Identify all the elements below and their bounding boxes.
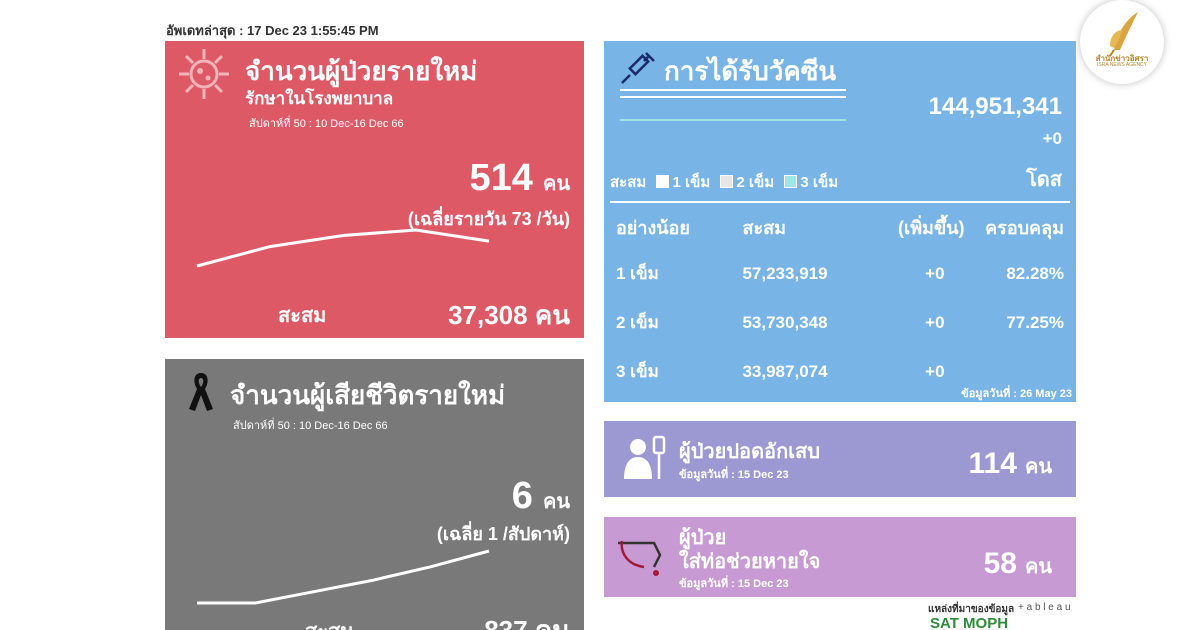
new-cases-title: จำนวนผู้ป่วยรายใหม่ [245, 56, 478, 86]
syringe-icon [621, 52, 655, 84]
new-deaths-trend-line [197, 549, 490, 605]
legend-swatch-dose2 [720, 175, 734, 188]
tableau-logo[interactable]: + a b l e a u [1018, 602, 1071, 613]
pneumonia-count: 114 คน [969, 447, 1052, 482]
new-cases-cumulative-label: สะสม [278, 305, 327, 327]
vaccination-divider [610, 201, 1070, 203]
new-cases-average: (เฉลี่ยรายวัน 73 /วัน) [407, 209, 570, 229]
ventilator-number: 58 [983, 547, 1017, 580]
table-row: 1 เข็ม 57,233,919 +0 82.28% [614, 252, 1066, 301]
row-increase: +0 [925, 263, 945, 283]
row-cumulative: 33,987,074 [742, 361, 828, 381]
dose3-bar [620, 119, 846, 121]
pneumonia-title: ผู้ป่วยปอดอักเสบ [679, 441, 820, 463]
legend-dose2: 2 เข็ม [736, 174, 775, 191]
new-cases-panel: จำนวนผู้ป่วยรายใหม่ รักษาในโรงพยาบาล สัป… [165, 41, 584, 338]
new-deaths-panel: จำนวนผู้เสียชีวิตรายใหม่ สัปดาห์ที่ 50 :… [165, 359, 584, 630]
row-dose: 3 เข็ม [616, 362, 659, 381]
new-deaths-cumulative: 837 คน [484, 615, 570, 630]
row-dose: 2 เข็ม [616, 313, 659, 332]
table-header-row: อย่างน้อย สะสม (เพิ่มขึ้น) ครอบคลุม [614, 211, 1066, 252]
new-deaths-unit: คน [542, 491, 570, 513]
row-coverage: 82.28% [1006, 263, 1064, 283]
dose1-bar [620, 89, 846, 91]
virus-icon [179, 49, 229, 99]
sat-moph-logo[interactable]: SAT MOPH [930, 615, 1090, 630]
ventilator-unit: คน [1024, 556, 1052, 578]
new-cases-trend-line [196, 228, 490, 268]
vaccination-table: อย่างน้อย สะสม (เพิ่มขึ้น) ครอบคลุม 1 เข… [614, 211, 1066, 399]
ventilator-panel: ผู้ป่วย ใส่ท่อช่วยหายใจ ข้อมูลวันที่ : 1… [604, 517, 1076, 597]
legend-dose1: 1 เข็ม [672, 174, 711, 191]
intubation-icon [618, 540, 662, 576]
row-cumulative: 57,233,919 [742, 263, 828, 283]
header-at-least: อย่างน้อย [616, 218, 690, 238]
row-increase: +0 [925, 361, 945, 381]
new-cases-number: 514 [469, 157, 533, 199]
new-cases-subtitle: รักษาในโรงพยาบาล [245, 89, 394, 108]
vaccination-dose-unit: โดส [1026, 169, 1062, 191]
row-cumulative: 53,730,348 [742, 312, 828, 332]
deaths-trend-polyline [197, 549, 490, 605]
legend-label: สะสม [610, 174, 647, 191]
vaccination-legend: สะสม 1 เข็ม 2 เข็ม 3 เข็ม [610, 170, 838, 194]
legend-swatch-dose3 [784, 175, 798, 188]
pneumonia-panel: ผู้ป่วยปอดอักเสบ ข้อมูลวันที่ : 15 Dec 2… [604, 421, 1076, 497]
vaccination-panel: การได้รับวัคซีน 144,951,341 +0 โดส สะสม … [604, 41, 1076, 402]
pneumonia-data-date: ข้อมูลวันที่ : 15 Dec 23 [679, 469, 789, 481]
header-cumulative: สะสม [742, 218, 786, 238]
new-cases-cumulative: 37,308 คน [448, 300, 570, 330]
cases-trend-polyline [196, 228, 490, 268]
new-cases-week: สัปดาห์ที่ 50 : 10 Dec-16 Dec 66 [249, 118, 404, 130]
new-cases-unit: คน [542, 173, 570, 195]
vaccination-total: 144,951,341 [928, 93, 1062, 120]
row-coverage: 77.25% [1006, 312, 1064, 332]
new-cases-count: 514 คน [470, 157, 570, 200]
vaccination-data-date: ข้อมูลวันที่ : 26 May 23 [961, 388, 1072, 400]
new-deaths-week: สัปดาห์ที่ 50 : 10 Dec-16 Dec 66 [233, 420, 388, 432]
ventilator-title-line1: ผู้ป่วย [679, 527, 727, 549]
legend-dose3: 3 เข็ม [800, 174, 839, 191]
vaccination-title: การได้รับวัคซีน [664, 56, 837, 86]
vaccination-delta: +0 [1042, 129, 1062, 148]
dose2-bar [620, 96, 846, 98]
ventilator-data-date: ข้อมูลวันที่ : 15 Dec 23 [679, 578, 789, 590]
pneumonia-unit: คน [1024, 456, 1052, 478]
logo-name: สำนักข่าวอิศรา [1095, 54, 1149, 63]
patient-iv-icon [624, 435, 666, 479]
header-increase: (เพิ่มขึ้น) [898, 218, 965, 238]
new-deaths-cumulative-label: สะสม [305, 615, 353, 630]
new-deaths-number: 6 [511, 475, 533, 517]
row-dose: 1 เข็ม [616, 264, 659, 283]
sat-moph-text: SAT MOPH [930, 615, 1009, 630]
new-deaths-average: (เฉลี่ย 1 /สัปดาห์) [436, 524, 570, 544]
black-ribbon-icon [189, 373, 213, 411]
logo-subtitle: ISRA NEWS AGENCY [1096, 62, 1147, 68]
legend-swatch-dose1 [656, 175, 670, 188]
ventilator-count: 58 คน [984, 547, 1052, 582]
table-row: 2 เข็ม 53,730,348 +0 77.25% [614, 301, 1066, 350]
new-deaths-count: 6 คน [512, 475, 570, 518]
row-increase: +0 [925, 312, 945, 332]
last-updated: อัพเดทล่าสุด : 17 Dec 23 1:55:45 PM [166, 23, 379, 38]
pneumonia-number: 114 [968, 447, 1017, 480]
data-source-label: แหล่งที่มาของข้อมูล [928, 604, 1015, 615]
table-row: 3 เข็ม 33,987,074 +0 [614, 350, 1066, 399]
new-deaths-title: จำนวนผู้เสียชีวิตรายใหม่ [230, 380, 506, 410]
isra-news-logo[interactable]: สำนักข่าวอิศรา ISRA NEWS AGENCY [1080, 0, 1164, 84]
quill-icon [1109, 12, 1138, 57]
header-coverage: ครอบคลุม [985, 218, 1064, 238]
ventilator-title-line2: ใส่ท่อช่วยหายใจ [679, 551, 821, 573]
